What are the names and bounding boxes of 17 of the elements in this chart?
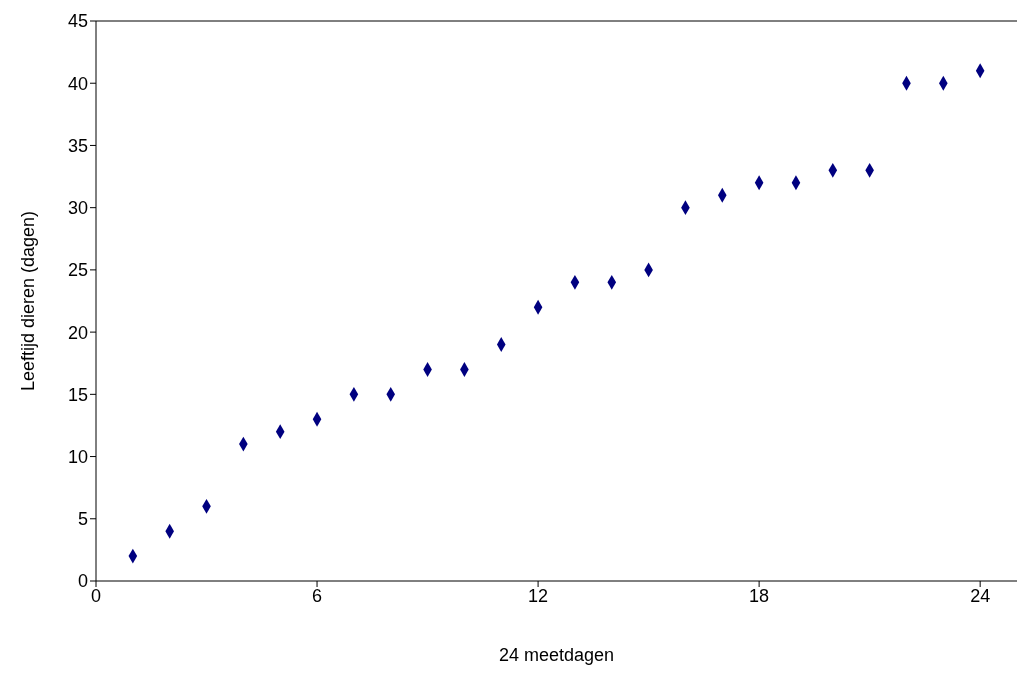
y-tick-label: 30 (67, 198, 88, 219)
x-axis-title: 24 meetdagen (498, 645, 615, 665)
y-tick-label: 5 (77, 509, 88, 530)
x-tick-label: 6 (312, 585, 323, 606)
x-tick-label: 12 (528, 585, 549, 606)
y-tick-label: 15 (67, 384, 88, 405)
y-axis-title: Leeftijd dieren (dagen) (18, 210, 39, 392)
y-tick-label: 25 (67, 260, 88, 281)
x-tick-label: 0 (90, 585, 102, 606)
x-tick-label: 24 (970, 585, 991, 606)
y-tick-label: 45 (67, 11, 88, 32)
y-tick-label: 40 (67, 73, 88, 94)
y-tick-label: 10 (67, 446, 88, 467)
y-tick-label: 35 (67, 135, 88, 156)
x-tick-label: 18 (749, 585, 770, 606)
y-tick-label: 20 (67, 322, 88, 343)
y-tick-label: 0 (77, 571, 88, 592)
